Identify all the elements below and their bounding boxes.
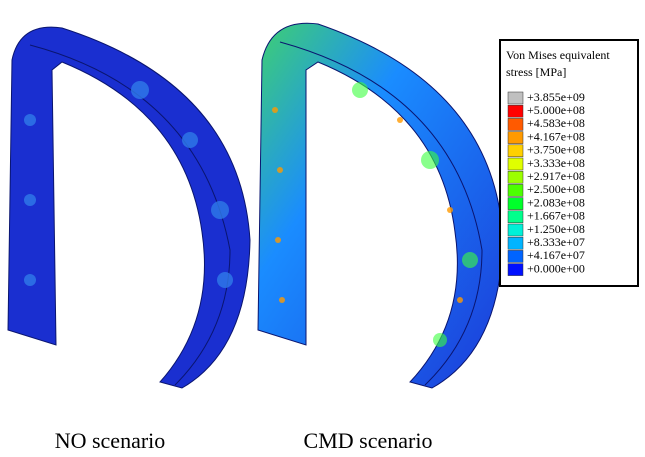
- legend-swatch: [508, 158, 523, 170]
- legend-label: +4.167e+07: [527, 248, 585, 262]
- legend-label: +3.855e+09: [527, 90, 585, 104]
- legend-label: +4.583e+08: [527, 116, 585, 130]
- legend-label: +3.333e+08: [527, 156, 585, 170]
- legend-label: +1.667e+08: [527, 209, 585, 223]
- caption: CMD scenario: [304, 428, 433, 453]
- legend-swatch: [508, 92, 523, 104]
- legend-swatch: [508, 211, 523, 223]
- cmd-scenario-model: [258, 23, 503, 388]
- legend-label: +0.000e+00: [527, 261, 585, 275]
- legend-label: +2.917e+08: [527, 169, 585, 183]
- figure: Von Mises equivalent stress [MPa] +3.855…: [0, 0, 645, 457]
- legend-swatch: [508, 184, 523, 196]
- caption: NO scenario: [55, 428, 166, 453]
- legend-label: +5.000e+08: [527, 103, 585, 117]
- legend-swatch: [508, 250, 523, 262]
- legend-swatch: [508, 264, 523, 276]
- legend-swatch: [508, 237, 523, 249]
- legend-swatch: [508, 198, 523, 210]
- legend-swatch: [508, 224, 523, 236]
- legend-label: +1.250e+08: [527, 222, 585, 236]
- legend-label: +4.167e+08: [527, 129, 585, 143]
- legend-swatch: [508, 118, 523, 130]
- legend-label: +8.333e+07: [527, 235, 585, 249]
- legend-label: +2.083e+08: [527, 195, 585, 209]
- legend-title: stress [MPa]: [506, 65, 566, 79]
- legend-label: +3.750e+08: [527, 143, 585, 157]
- legend-swatch: [508, 132, 523, 144]
- legend-title: Von Mises equivalent: [506, 48, 610, 62]
- no-scenario-model: [8, 27, 250, 388]
- legend-swatch: [508, 145, 523, 157]
- legend-label: +2.500e+08: [527, 182, 585, 196]
- legend-swatch: [508, 171, 523, 183]
- legend-swatch: [508, 105, 523, 117]
